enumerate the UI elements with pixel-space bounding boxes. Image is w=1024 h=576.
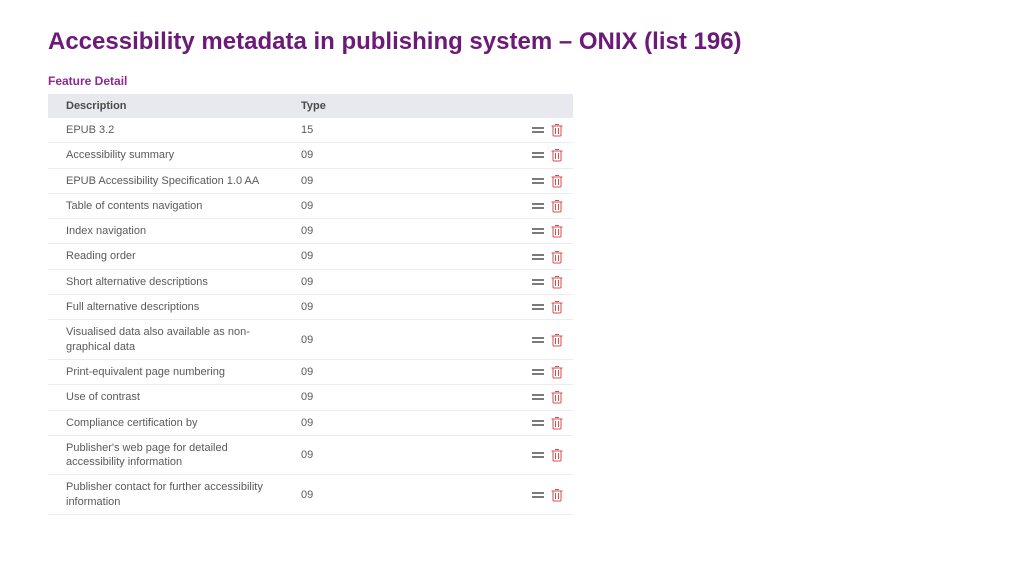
drag-handle-icon[interactable] <box>531 150 545 160</box>
delete-icon[interactable] <box>551 416 563 430</box>
cell-type: 09 <box>283 475 493 515</box>
cell-type: 09 <box>283 435 493 475</box>
table-row: EPUB Accessibility Specification 1.0 AA0… <box>48 168 573 193</box>
cell-description: Full alternative descriptions <box>48 295 283 320</box>
delete-icon[interactable] <box>551 390 563 404</box>
cell-description: Index navigation <box>48 219 283 244</box>
drag-handle-icon[interactable] <box>531 252 545 262</box>
delete-icon[interactable] <box>551 300 563 314</box>
delete-icon[interactable] <box>551 123 563 137</box>
cell-description: Table of contents navigation <box>48 193 283 218</box>
drag-handle-icon[interactable] <box>531 335 545 345</box>
cell-actions <box>493 475 573 515</box>
cell-description: Publisher contact for further accessibil… <box>48 475 283 515</box>
delete-icon[interactable] <box>551 199 563 213</box>
cell-type: 09 <box>283 359 493 384</box>
cell-actions <box>493 359 573 384</box>
drag-handle-icon[interactable] <box>531 392 545 402</box>
delete-icon[interactable] <box>551 148 563 162</box>
drag-handle-icon[interactable] <box>531 201 545 211</box>
cell-actions <box>493 168 573 193</box>
drag-handle-icon[interactable] <box>531 367 545 377</box>
cell-type: 09 <box>283 320 493 360</box>
table-row: Reading order09 <box>48 244 573 269</box>
delete-icon[interactable] <box>551 224 563 238</box>
drag-handle-icon[interactable] <box>531 176 545 186</box>
cell-type: 09 <box>283 244 493 269</box>
cell-type: 09 <box>283 143 493 168</box>
delete-icon[interactable] <box>551 250 563 264</box>
cell-actions <box>493 320 573 360</box>
feature-detail-table: Description Type EPUB 3.215Accessibility… <box>48 94 573 515</box>
table-row: Use of contrast09 <box>48 385 573 410</box>
table-row: EPUB 3.215 <box>48 118 573 143</box>
table-row: Accessibility summary09 <box>48 143 573 168</box>
drag-handle-icon[interactable] <box>531 450 545 460</box>
section-title: Feature Detail <box>48 74 976 88</box>
table-row: Table of contents navigation09 <box>48 193 573 218</box>
cell-actions <box>493 193 573 218</box>
cell-type: 09 <box>283 295 493 320</box>
cell-description: Use of contrast <box>48 385 283 410</box>
cell-type: 09 <box>283 410 493 435</box>
cell-actions <box>493 219 573 244</box>
cell-actions <box>493 385 573 410</box>
table-row: Short alternative descriptions09 <box>48 269 573 294</box>
delete-icon[interactable] <box>551 174 563 188</box>
cell-actions <box>493 269 573 294</box>
cell-description: Visualised data also available as non-gr… <box>48 320 283 360</box>
delete-icon[interactable] <box>551 448 563 462</box>
col-header-type: Type <box>283 94 493 118</box>
table-row: Print-equivalent page numbering09 <box>48 359 573 384</box>
cell-actions <box>493 410 573 435</box>
cell-type: 09 <box>283 168 493 193</box>
drag-handle-icon[interactable] <box>531 490 545 500</box>
table-row: Compliance certification by09 <box>48 410 573 435</box>
cell-description: Accessibility summary <box>48 143 283 168</box>
cell-actions <box>493 295 573 320</box>
cell-actions <box>493 118 573 143</box>
col-header-description: Description <box>48 94 283 118</box>
cell-actions <box>493 143 573 168</box>
page-title: Accessibility metadata in publishing sys… <box>48 28 976 56</box>
cell-type: 09 <box>283 269 493 294</box>
cell-description: Print-equivalent page numbering <box>48 359 283 384</box>
cell-description: EPUB 3.2 <box>48 118 283 143</box>
delete-icon[interactable] <box>551 488 563 502</box>
cell-type: 09 <box>283 193 493 218</box>
col-header-actions <box>493 94 573 118</box>
drag-handle-icon[interactable] <box>531 277 545 287</box>
cell-actions <box>493 435 573 475</box>
delete-icon[interactable] <box>551 275 563 289</box>
table-row: Index navigation09 <box>48 219 573 244</box>
cell-description: Compliance certification by <box>48 410 283 435</box>
drag-handle-icon[interactable] <box>531 418 545 428</box>
cell-actions <box>493 244 573 269</box>
drag-handle-icon[interactable] <box>531 125 545 135</box>
cell-type: 15 <box>283 118 493 143</box>
table-row: Visualised data also available as non-gr… <box>48 320 573 360</box>
table-row: Publisher contact for further accessibil… <box>48 475 573 515</box>
cell-type: 09 <box>283 219 493 244</box>
cell-description: Reading order <box>48 244 283 269</box>
table-row: Full alternative descriptions09 <box>48 295 573 320</box>
cell-type: 09 <box>283 385 493 410</box>
cell-description: Publisher's web page for detailed access… <box>48 435 283 475</box>
table-header-row: Description Type <box>48 94 573 118</box>
drag-handle-icon[interactable] <box>531 226 545 236</box>
delete-icon[interactable] <box>551 365 563 379</box>
delete-icon[interactable] <box>551 333 563 347</box>
table-row: Publisher's web page for detailed access… <box>48 435 573 475</box>
cell-description: EPUB Accessibility Specification 1.0 AA <box>48 168 283 193</box>
cell-description: Short alternative descriptions <box>48 269 283 294</box>
drag-handle-icon[interactable] <box>531 302 545 312</box>
